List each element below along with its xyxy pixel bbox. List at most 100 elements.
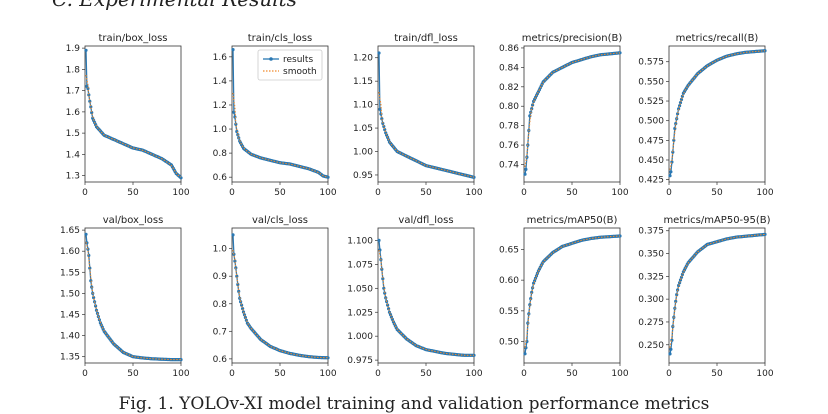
y-tick-label: 1.8 [66, 65, 81, 75]
results-line-train-box-loss [85, 50, 182, 179]
y-tick-label: 0.275 [638, 318, 664, 328]
y-tick-label: 1.4 [213, 77, 228, 87]
smooth-line-metrics-map50-95-b [669, 233, 765, 348]
results-point [674, 122, 678, 126]
results-point [524, 167, 528, 171]
x-tick-label: 100 [465, 188, 482, 198]
x-tick-label: 0 [521, 188, 527, 198]
x-tick-label: 100 [319, 369, 336, 379]
y-tick-label: 0.525 [638, 97, 664, 107]
plot-frame-metrics-map50-95-b [668, 227, 766, 364]
panel-title-train-cls-loss: train/cls_loss [248, 33, 312, 44]
results-point [240, 303, 244, 307]
y-tick-label: 0.500 [638, 117, 664, 127]
smooth-line-metrics-precision-b [524, 52, 620, 167]
results-point [88, 99, 92, 103]
y-tick-label: 0.60 [499, 276, 519, 286]
results-point [377, 51, 381, 55]
results-point [677, 107, 681, 111]
y-tick-label: 1.6 [66, 108, 81, 118]
plot-frame-metrics-recall-b [668, 45, 766, 183]
results-point [763, 232, 767, 236]
panel-title-metrics-map50-b: metrics/mAP50(B) [527, 215, 618, 226]
results-point [382, 124, 386, 129]
x-tick-label: 0 [375, 188, 381, 198]
x-tick-label: 50 [420, 188, 432, 198]
section-heading: C. Experimental Results [52, 0, 297, 11]
results-point [179, 358, 183, 362]
y-tick-label: 0.55 [499, 307, 519, 317]
y-tick-label: 0.84 [499, 63, 519, 73]
y-tick-label: 0.250 [638, 341, 664, 351]
plot-frame-metrics-map50-b [523, 227, 621, 364]
smooth-line-train-box-loss [85, 74, 182, 178]
y-tick-label: 1.60 [60, 247, 80, 257]
y-tick-label: 0.375 [638, 227, 664, 237]
panel-title-train-box-loss: train/box_loss [98, 33, 167, 44]
x-tick-label: 100 [319, 188, 336, 198]
results-point [530, 107, 534, 111]
results-point [669, 347, 673, 351]
x-tick-label: 50 [711, 188, 723, 198]
results-point [533, 279, 537, 283]
y-tick-label: 1.4 [66, 150, 81, 160]
legend-smooth-label: smooth [283, 67, 317, 77]
y-tick-label: 0.50 [499, 338, 519, 348]
x-tick-label: 0 [229, 369, 235, 379]
y-tick-label: 0.7 [213, 327, 227, 337]
x-tick-label: 50 [274, 188, 286, 198]
results-point [88, 266, 92, 270]
results-point [668, 352, 672, 356]
y-tick-label: 0.475 [638, 136, 664, 146]
panel-title-val-box-loss: val/box_loss [103, 215, 164, 226]
results-point [671, 150, 675, 154]
results-point [94, 304, 98, 308]
results-line-metrics-map50-b [524, 235, 620, 354]
y-tick-label: 0.80 [499, 102, 519, 112]
x-tick-label: 50 [127, 369, 139, 379]
y-tick-label: 0.78 [499, 122, 519, 132]
smooth-line-metrics-recall-b [669, 50, 765, 170]
results-point [84, 48, 88, 52]
panel-title-metrics-precision-b: metrics/precision(B) [522, 33, 623, 44]
results-point [530, 290, 534, 294]
results-point [668, 174, 672, 178]
y-tick-label: 1.0 [213, 125, 228, 135]
results-point [236, 282, 240, 287]
x-tick-label: 50 [711, 369, 723, 379]
y-tick-label: 0.65 [499, 245, 519, 255]
y-tick-label: 0.74 [499, 161, 519, 171]
results-point [326, 175, 330, 179]
y-tick-label: 1.2 [213, 101, 227, 111]
x-tick-label: 100 [756, 369, 773, 379]
y-tick-label: 1.9 [66, 44, 81, 54]
results-point [381, 121, 385, 125]
smooth-line-val-cls-loss [232, 249, 328, 359]
smooth-line-val-dfl-loss [378, 249, 474, 356]
y-tick-label: 1.050 [347, 284, 373, 294]
y-tick-label: 0.95 [353, 171, 373, 181]
x-tick-label: 50 [274, 369, 286, 379]
results-line-metrics-precision-b [524, 52, 621, 175]
y-tick-label: 1.20 [353, 54, 373, 64]
plot-frame-val-cls-loss [231, 227, 329, 364]
y-tick-label: 1.40 [60, 332, 80, 342]
results-point [87, 93, 91, 97]
y-tick-label: 0.350 [638, 250, 664, 260]
y-tick-label: 0.9 [213, 272, 228, 282]
results-point [472, 175, 476, 179]
results-point [674, 299, 678, 303]
results-point [378, 107, 382, 111]
smooth-line-train-cls-loss [232, 92, 329, 178]
legend-results-marker [269, 57, 273, 61]
x-tick-label: 100 [611, 369, 628, 379]
x-tick-label: 0 [666, 188, 672, 198]
plot-frame-metrics-precision-b [523, 45, 621, 183]
y-tick-label: 1.05 [353, 124, 373, 134]
x-tick-label: 50 [420, 369, 432, 379]
y-tick-label: 0.6 [213, 355, 228, 365]
y-tick-label: 1.15 [353, 77, 373, 87]
results-point [523, 172, 527, 176]
results-point [678, 104, 682, 108]
results-point [231, 48, 235, 52]
